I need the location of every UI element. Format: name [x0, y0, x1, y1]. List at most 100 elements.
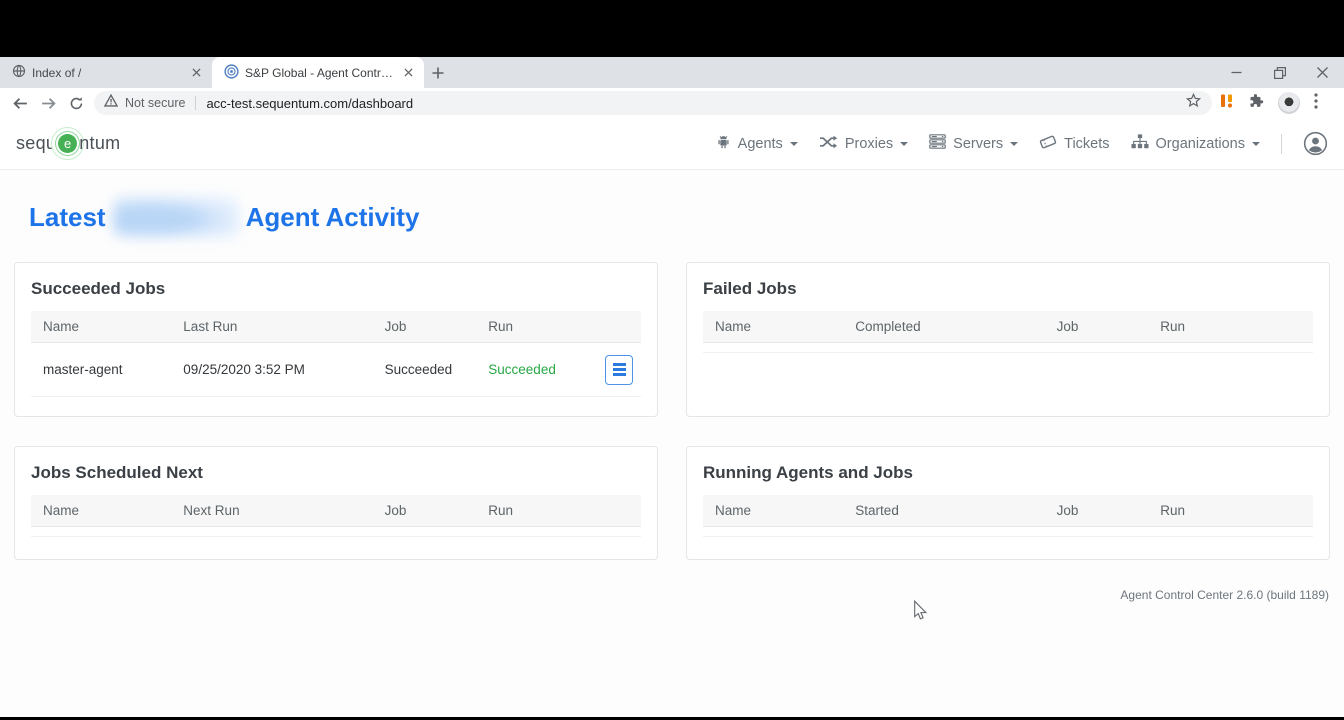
scheduled-jobs-table: Name Next Run Job Run	[31, 495, 641, 537]
col-next-run: Next Run	[171, 495, 373, 527]
chevron-down-icon	[1010, 141, 1019, 150]
col-job: Job	[1044, 495, 1149, 527]
site-navbar: sequ e ntum Agents Proxies	[0, 118, 1344, 170]
page-title-suffix: Agent Activity	[245, 201, 420, 232]
col-name: Name	[31, 495, 172, 527]
run-status-text: Succeeded	[488, 362, 556, 377]
tab-close-icon[interactable]	[188, 65, 204, 81]
col-run: Run	[476, 311, 641, 343]
nav-item-tickets[interactable]: Tickets	[1039, 134, 1110, 154]
restore-icon[interactable]	[1258, 57, 1301, 88]
tab-close-icon[interactable]	[400, 65, 416, 81]
card-title: Running Agents and Jobs	[703, 463, 913, 482]
cell-job-status: Succeeded	[372, 342, 477, 397]
shuffle-icon	[819, 135, 838, 153]
forward-icon[interactable]	[34, 89, 62, 117]
back-icon[interactable]	[6, 89, 34, 117]
page-title-prefix: Latest	[29, 201, 106, 232]
col-job: Job	[372, 495, 477, 527]
failed-jobs-table: Name Completed Job Run	[703, 311, 1313, 353]
close-icon[interactable]	[1301, 57, 1344, 88]
user-account-button[interactable]	[1303, 131, 1328, 156]
servers-icon	[929, 134, 946, 153]
extension-orange-icon[interactable]	[1220, 93, 1234, 114]
chevron-down-icon	[1252, 141, 1260, 150]
tab-title: S&P Global - Agent Control Cent	[245, 65, 394, 80]
running-agents-table: Name Started Job Run	[703, 495, 1313, 537]
col-run: Run	[1148, 311, 1313, 343]
tab-agent-control-center[interactable]: S&P Global - Agent Control Cent	[212, 57, 424, 88]
table-row[interactable]: master-agent 09/25/2020 3:52 PM Succeede…	[31, 342, 641, 397]
cell-name: master-agent	[31, 342, 172, 397]
sequentum-logo[interactable]: sequ e ntum	[16, 133, 120, 154]
col-name: Name	[703, 495, 844, 527]
cell-last-run: 09/25/2020 3:52 PM	[171, 342, 373, 397]
col-started: Started	[843, 495, 1045, 527]
cell-run-status: Succeeded	[476, 342, 641, 397]
nav-item-agents[interactable]: Agents	[716, 134, 798, 154]
nav-divider	[1281, 133, 1282, 154]
url-text[interactable]: acc-test.sequentum.com/dashboard	[206, 95, 414, 111]
card-title: Failed Jobs	[703, 279, 797, 298]
new-tab-button[interactable]	[424, 59, 452, 87]
security-label[interactable]: Not secure	[125, 96, 186, 110]
col-last-run: Last Run	[171, 311, 373, 343]
empty-table-row	[31, 526, 641, 537]
nav-item-servers[interactable]: Servers	[929, 134, 1019, 153]
ticket-icon	[1039, 134, 1057, 154]
address-bar[interactable]: Not secure acc-test.sequentum.com/dashbo…	[94, 91, 1212, 115]
chrome-menu-icon[interactable]	[1314, 92, 1318, 114]
col-name: Name	[31, 311, 172, 343]
nav-label: Proxies	[844, 135, 894, 152]
tab-index-of[interactable]: Index of /	[0, 57, 212, 88]
empty-table-row	[703, 526, 1313, 537]
col-name: Name	[703, 311, 844, 343]
row-actions-menu-button[interactable]	[605, 354, 633, 385]
card-running-agents-jobs: Running Agents and Jobs Name Started Job…	[686, 446, 1330, 560]
android-icon	[716, 134, 731, 154]
omnibox-divider	[195, 96, 197, 110]
dashboard-page: sequ e ntum Agents Proxies	[0, 118, 1344, 717]
browser-profile-avatar[interactable]	[1278, 92, 1300, 114]
nav-items: Agents Proxies Servers	[716, 131, 1328, 156]
chevron-down-icon	[900, 141, 909, 150]
extensions-area	[1220, 92, 1318, 114]
nav-label: Agents	[737, 135, 783, 152]
nav-label: Organizations	[1155, 135, 1245, 152]
table-header-row: Name Started Job Run	[703, 495, 1313, 527]
version-footer: Agent Control Center 2.6.0 (build 1189)	[1120, 588, 1329, 602]
redacted-blur	[112, 196, 239, 238]
sequentum-favicon	[224, 63, 239, 82]
card-succeeded-jobs: Succeeded Jobs Name Last Run Job Run mas…	[14, 262, 658, 417]
tab-title: Index of /	[32, 65, 82, 80]
col-job: Job	[1044, 311, 1149, 343]
bookmark-star-icon[interactable]	[1185, 92, 1202, 114]
refresh-icon[interactable]	[62, 89, 90, 117]
org-chart-icon	[1131, 134, 1149, 153]
col-completed: Completed	[843, 311, 1045, 343]
table-header-row: Name Next Run Job Run	[31, 495, 641, 527]
card-title: Jobs Scheduled Next	[31, 463, 203, 482]
page-title: Latest Agent Activity	[29, 196, 419, 238]
globe-icon	[12, 64, 26, 81]
chevron-down-icon	[789, 141, 798, 150]
col-job: Job	[372, 311, 477, 343]
logo-e-mark: e	[58, 134, 78, 153]
not-secure-warning-icon[interactable]	[103, 93, 119, 112]
nav-item-proxies[interactable]: Proxies	[819, 135, 909, 153]
nav-label: Servers	[953, 135, 1004, 152]
card-title: Succeeded Jobs	[31, 279, 166, 298]
card-jobs-scheduled-next: Jobs Scheduled Next Name Next Run Job Ru…	[14, 446, 658, 560]
col-run: Run	[1148, 495, 1313, 527]
table-header-row: Name Completed Job Run	[703, 311, 1313, 343]
logo-text-post: ntum	[79, 133, 121, 153]
browser-tab-strip: Index of / S&P Global - Agent Control Ce…	[0, 57, 1344, 88]
nav-item-organizations[interactable]: Organizations	[1131, 134, 1260, 153]
table-header-row: Name Last Run Job Run	[31, 311, 641, 343]
minimize-icon[interactable]	[1215, 57, 1258, 88]
extensions-puzzle-icon[interactable]	[1248, 93, 1264, 114]
succeeded-jobs-table: Name Last Run Job Run master-agent 09/25…	[31, 311, 641, 397]
mouse-cursor	[913, 599, 928, 626]
browser-toolbar: Not secure acc-test.sequentum.com/dashbo…	[0, 88, 1344, 118]
